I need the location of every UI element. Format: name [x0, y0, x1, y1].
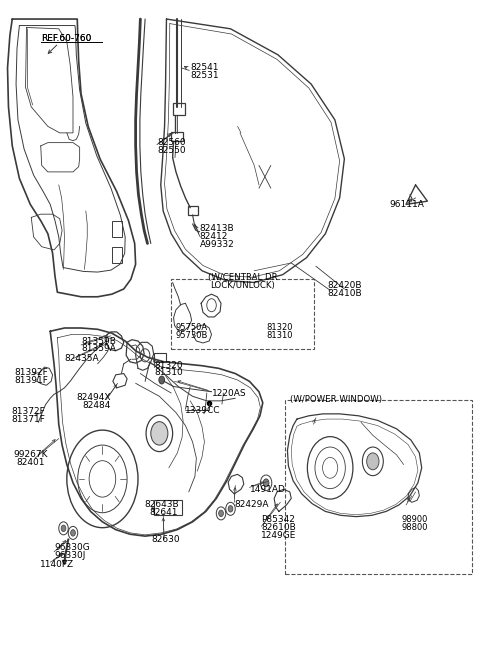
Text: 99267K: 99267K [13, 450, 48, 459]
Circle shape [71, 529, 75, 536]
Text: 82435A: 82435A [64, 354, 99, 363]
Text: 81320: 81320 [155, 361, 183, 369]
Bar [112, 247, 122, 263]
Text: 82410B: 82410B [328, 289, 362, 298]
Text: 81310: 81310 [266, 331, 293, 340]
Bar [154, 501, 182, 515]
Text: 81391F: 81391F [14, 375, 48, 384]
Text: (W/CENTRAL DR: (W/CENTRAL DR [207, 273, 277, 282]
Circle shape [159, 376, 165, 384]
Text: 98900: 98900 [401, 516, 428, 524]
Text: 82560: 82560 [157, 138, 186, 147]
Text: 81392F: 81392F [14, 368, 48, 377]
Text: 98800: 98800 [401, 523, 428, 532]
Text: 81310: 81310 [155, 369, 183, 377]
Text: 95750A: 95750A [176, 323, 208, 332]
Text: REF.60-760: REF.60-760 [41, 34, 91, 43]
Bar [188, 206, 198, 215]
Text: 82531: 82531 [190, 71, 219, 80]
Text: 1140FZ: 1140FZ [40, 560, 74, 569]
Bar [154, 353, 166, 363]
Circle shape [263, 479, 269, 487]
Text: 95730B: 95730B [176, 331, 208, 340]
Text: 82413B: 82413B [200, 224, 234, 233]
Text: 96330J: 96330J [54, 551, 85, 560]
Text: 81359B: 81359B [81, 337, 116, 346]
Text: P85342: P85342 [261, 516, 295, 524]
Text: 82412: 82412 [200, 232, 228, 241]
Text: 82550: 82550 [157, 146, 186, 155]
Circle shape [367, 453, 379, 470]
Circle shape [228, 506, 233, 512]
Text: 1249GE: 1249GE [261, 531, 297, 540]
Text: A99332: A99332 [200, 239, 234, 249]
Text: 1339CC: 1339CC [185, 406, 221, 415]
Text: 82541: 82541 [190, 64, 219, 72]
Text: 81372F: 81372F [12, 407, 45, 417]
Bar [285, 400, 472, 574]
Text: LOCK/UNLOCK): LOCK/UNLOCK) [210, 281, 275, 289]
Text: (W/POWER WINDOW): (W/POWER WINDOW) [290, 395, 382, 404]
Text: 82610B: 82610B [261, 523, 296, 532]
Circle shape [151, 422, 168, 445]
Text: 82429A: 82429A [234, 500, 269, 509]
Text: 82630: 82630 [151, 535, 180, 544]
Bar [112, 220, 122, 237]
Text: 81359A: 81359A [81, 344, 116, 354]
Circle shape [61, 525, 66, 531]
Text: 81320: 81320 [266, 323, 293, 332]
Text: 1491AD: 1491AD [250, 485, 286, 494]
Text: 82641: 82641 [150, 508, 179, 516]
Text: 96111A: 96111A [389, 200, 424, 209]
Text: 81371F: 81371F [12, 415, 45, 424]
Text: 82643B: 82643B [144, 500, 179, 509]
Bar [171, 279, 313, 349]
Bar [171, 132, 182, 141]
Text: 82484: 82484 [83, 401, 111, 410]
Text: 82494X: 82494X [76, 393, 111, 402]
Text: 1220AS: 1220AS [212, 388, 246, 398]
Text: 96330G: 96330G [54, 543, 90, 552]
Circle shape [219, 510, 223, 517]
Bar [173, 103, 185, 115]
Text: 82420B: 82420B [328, 281, 362, 290]
Text: 82401: 82401 [16, 458, 45, 467]
Text: REF.60-760: REF.60-760 [41, 34, 91, 43]
